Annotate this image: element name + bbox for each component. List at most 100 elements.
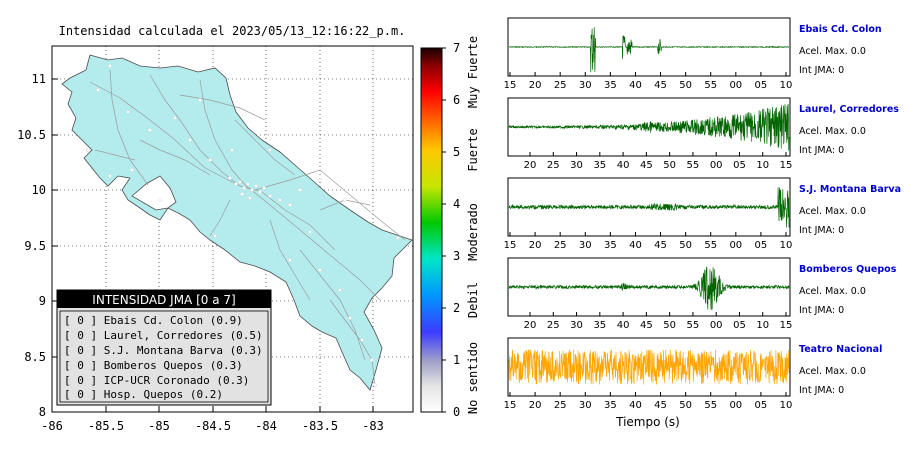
- legend-header: [57, 290, 271, 308]
- seismogram-tick-label: 10: [780, 80, 793, 91]
- map-y-tick-labels: 11 10.5 10 9.5 9 8.5 8: [17, 72, 46, 419]
- seismogram-intensity: Int JMA: 0: [799, 145, 844, 156]
- intensity-legend: INTENSIDAD JMA [0 a 7] [ 0 ] Ebais Cd. C…: [56, 289, 272, 406]
- seismogram-tick-label: 10: [756, 320, 769, 331]
- map-x-tick: -85.5: [88, 419, 124, 433]
- map-title: Intensidad calculada el 2023/05/13_12:16…: [59, 24, 406, 38]
- map-frame: [51, 45, 414, 413]
- seismogram-acceleration: Acel. Max. 0.0: [799, 206, 866, 217]
- colorbar-category-labels: Muy Fuerte Fuerte Moderado Debil No sent…: [466, 36, 480, 414]
- seismogram-tick-label: 15: [780, 160, 793, 171]
- map-y-tick: 9.5: [24, 239, 46, 253]
- seismogram-tick-label: 45: [654, 240, 667, 251]
- seismogram-tick-label: 55: [704, 400, 717, 411]
- seismogram-intensity: Int JMA: 0: [799, 65, 844, 76]
- seismogram-panel: 15 20 25 30 35 40 45 50 55 00 05 10 S.J. Montana Bar…: [504, 177, 901, 251]
- seismogram-tick-label: 00: [710, 320, 723, 331]
- seismogram-tick-label: 30: [579, 400, 592, 411]
- seismogram-trace: [508, 349, 790, 385]
- seismogram-trace: [508, 103, 790, 151]
- seismogram-acceleration: Acel. Max. 0.0: [799, 46, 866, 57]
- legend-item: [ 0 ] S.J. Montana Barva (0.3): [64, 344, 263, 357]
- map-x-tick: -86: [41, 419, 63, 433]
- seismogram-tick-label: 25: [554, 240, 567, 251]
- seismogram-tick-label: 15: [504, 400, 517, 411]
- seismogram-tick-label: 20: [529, 240, 542, 251]
- seismogram-tick-label: 05: [733, 320, 746, 331]
- seismogram-tick-label: 10: [756, 160, 769, 171]
- seismogram-station-name: Laurel, Corredores: [799, 104, 899, 115]
- seismogram-tick-label: 50: [679, 240, 692, 251]
- colorbar-ticks: [442, 47, 446, 413]
- seismogram-tick-label: 55: [704, 80, 717, 91]
- seismogram-tick-label: 40: [629, 80, 642, 91]
- legend-item: [ 0 ] ICP-UCR Coronado (0.3): [64, 374, 249, 387]
- map-y-tick: 11: [32, 72, 46, 86]
- seismogram-tick-label: 35: [593, 320, 606, 331]
- legend-items: [ 0 ] Ebais Cd. Colon (0.9) [ 0 ] Laurel…: [64, 314, 263, 401]
- seismogram-tick-label: 20: [529, 400, 542, 411]
- colorbar-category: Debil: [466, 282, 480, 318]
- map-y-tick: 10: [32, 183, 46, 197]
- seismogram-tick-label: 35: [604, 80, 617, 91]
- seismogram-tick-label: 55: [687, 160, 700, 171]
- seismogram-tick-label: 40: [629, 400, 642, 411]
- colorbar-category: Fuerte: [466, 128, 480, 171]
- seismogram-panel: 15 20 25 30 35 40 45 50 55 00 05 10 Ebais Cd. Colon A…: [504, 17, 882, 91]
- seismogram-tick-label: 15: [504, 240, 517, 251]
- seismogram-tick-label: 05: [733, 160, 746, 171]
- seismogram-tick-label: 05: [755, 240, 768, 251]
- seismogram-tick-label: 10: [780, 240, 793, 251]
- seismogram-panel: 20 25 30 35 40 45 50 55 00 05 10 15 Bomberos Quepos A…: [507, 257, 897, 331]
- map-x-tick: -85: [148, 419, 170, 433]
- intensity-colorbar: 7 6 5 4 3 2 1 0 Muy Fuerte Fuerte Modera…: [420, 36, 480, 419]
- seismogram-trace: [508, 187, 790, 228]
- map-y-tick: 8: [39, 405, 46, 419]
- colorbar-tick: 0: [453, 405, 460, 419]
- colorbar-tick: 3: [453, 249, 460, 263]
- seismogram-tick-label: 30: [570, 320, 583, 331]
- seismogram-tick-label: 30: [579, 80, 592, 91]
- legend-item: [ 0 ] Bomberos Quepos (0.3): [64, 359, 243, 372]
- colorbar-category: Moderado: [466, 203, 480, 261]
- map-x-tick: -83.5: [302, 419, 338, 433]
- seismogram-intensity: Int JMA: 0: [799, 385, 844, 396]
- colorbar-tick: 6: [453, 93, 460, 107]
- colorbar-tick: 4: [453, 197, 460, 211]
- legend-item: [ 0 ] Laurel, Corredores (0.5): [64, 329, 263, 342]
- seismogram-tick-label: 45: [640, 160, 653, 171]
- colorbar-tick: 1: [453, 353, 460, 367]
- seismogram-tick-label: 35: [604, 240, 617, 251]
- seismogram-tick-label: 55: [704, 240, 717, 251]
- seismogram-trace: [508, 266, 790, 310]
- seismogram-tick-label: 10: [780, 400, 793, 411]
- map-x-tick: -83: [362, 419, 384, 433]
- seismogram-tick-label: 40: [629, 240, 642, 251]
- seismogram-tick-label: 20: [529, 80, 542, 91]
- seismogram-panel: 15 20 25 30 35 40 45 50 55 00 05 10 Teatro Nacional A…: [504, 337, 882, 411]
- seismogram-tick-label: 25: [554, 400, 567, 411]
- map-y-tick: 9: [39, 294, 46, 308]
- colorbar-gradient: [420, 47, 443, 413]
- seismogram-tick-label: 15: [504, 80, 517, 91]
- seismogram-tick-label: 25: [547, 320, 560, 331]
- map-x-tick: -84.5: [195, 419, 231, 433]
- map-x-tick-labels: -86 -85.5 -85 -84.5 -84 -83.5 -83: [41, 419, 384, 433]
- seismogram-tick-label: 25: [547, 160, 560, 171]
- seismogram-tick-label: 50: [679, 400, 692, 411]
- seismogram-intensity: Int JMA: 0: [799, 225, 844, 236]
- nicoya-gulf: [131, 175, 177, 211]
- seismogram-tick-label: 50: [663, 160, 676, 171]
- map-panel: Intensidad calculada el 2023/05/13_12:16…: [17, 24, 414, 433]
- station-markers: [86, 64, 400, 387]
- road-network: [89, 69, 406, 386]
- seismogram-tick-label: 25: [554, 80, 567, 91]
- costa-rica-landmass: [61, 54, 413, 391]
- seismogram-tick-label: 40: [617, 160, 630, 171]
- seismogram-tick-label: 00: [710, 160, 723, 171]
- colorbar-tick: 5: [453, 145, 460, 159]
- colorbar-category: No sentido: [466, 342, 480, 414]
- seismogram-tick-label: 50: [679, 80, 692, 91]
- seismogram-tick-label: 35: [593, 160, 606, 171]
